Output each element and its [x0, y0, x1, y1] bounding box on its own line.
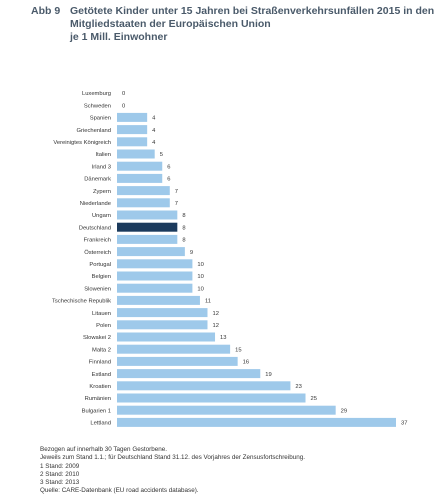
bar: [117, 137, 148, 147]
figure-label: Abb 9: [31, 5, 61, 17]
bar: [117, 369, 261, 379]
category-label: Polen: [96, 323, 111, 329]
value-label: 6: [167, 177, 170, 183]
category-label: Österreich: [84, 249, 111, 256]
category-label: Deutschland: [79, 225, 111, 231]
bar: [117, 198, 170, 208]
bar: [117, 332, 216, 342]
category-label: Estland: [92, 372, 111, 378]
category-label: Slowenien: [84, 286, 111, 292]
value-label: 16: [243, 360, 249, 366]
value-label: 5: [160, 152, 163, 158]
category-label: Italien: [96, 152, 111, 158]
bar: [117, 112, 148, 122]
figure-heading: Abb 9 Getötete Kinder unter 15 Jahren be…: [0, 0, 438, 60]
note-line: Jeweils zum Stand 1.1.; für Deutschland …: [40, 454, 305, 462]
bar: [117, 393, 306, 403]
value-label: 0: [122, 91, 125, 97]
chart-notes: Bezogen auf innerhalb 30 Tagen Gestorben…: [40, 446, 430, 496]
note-line: 1 Stand: 2009: [40, 462, 80, 470]
category-label: Portugal: [89, 262, 111, 268]
category-label: Griechenland: [77, 128, 111, 134]
bar-highlight: [117, 222, 178, 232]
value-label: 13: [220, 335, 226, 341]
category-label: Lettland: [90, 421, 111, 427]
value-label: 23: [295, 384, 301, 390]
note-source: Quelle: CARE-Datenbank (EU road accident…: [40, 487, 199, 495]
category-label: Bulgarien 1: [82, 408, 111, 414]
chart-title-line-3: je 1 Mill. Einwohner: [70, 31, 168, 43]
category-label: Finnland: [89, 360, 111, 366]
value-label: 7: [175, 189, 178, 195]
category-label: Belgien: [92, 274, 111, 280]
value-label: 6: [167, 164, 170, 170]
chart-title-line-2: Mitgliedstaaten der Europäischen Union: [70, 18, 271, 30]
category-label: Dänemark: [84, 177, 111, 183]
bar: [117, 283, 193, 293]
category-label: Litauen: [92, 311, 111, 317]
value-label: 12: [212, 311, 218, 317]
bar: [117, 173, 163, 183]
bar: [117, 125, 148, 135]
value-label: 29: [341, 408, 347, 414]
bar: [117, 186, 170, 196]
category-label: Frankreich: [84, 238, 111, 244]
category-label: Kroatien: [89, 384, 111, 390]
value-label: 4: [152, 128, 156, 134]
value-label: 8: [182, 238, 185, 244]
bar-chart: Luxemburg 0 Schweden 0 Spanien 4 Griechenland 4…: [52, 91, 407, 427]
bar: [117, 308, 208, 318]
bar: [117, 344, 231, 354]
value-label: 10: [197, 274, 203, 280]
bar: [117, 417, 396, 427]
value-label: 10: [197, 262, 203, 268]
value-label: 4: [152, 140, 156, 146]
bar: [117, 381, 291, 391]
category-label: Tschechische Republik: [52, 299, 111, 305]
bar: [117, 320, 208, 330]
bar: [117, 234, 178, 244]
chart-title-line-1: Getötete Kinder unter 15 Jahren bei Stra…: [70, 5, 435, 17]
category-label: Malta 2: [92, 347, 111, 353]
value-label: 8: [182, 225, 185, 231]
bar: [117, 149, 155, 159]
category-label: Niederlande: [80, 201, 111, 207]
bar: [117, 295, 200, 305]
bar: [117, 210, 178, 220]
category-label: Luxemburg: [82, 91, 111, 97]
category-label: Irland 3: [92, 164, 111, 170]
bar: [117, 405, 336, 415]
category-label: Zypern: [93, 189, 111, 195]
category-label: Schweden: [84, 103, 111, 109]
bar: [117, 247, 185, 257]
note-line: 2 Stand: 2010: [40, 470, 80, 478]
value-label: 19: [265, 372, 271, 378]
category-label: Slowakei 2: [83, 335, 111, 341]
bar: [117, 356, 238, 366]
category-label: Vereinigtes Königreich: [53, 140, 111, 146]
value-label: 8: [182, 213, 185, 219]
note-line: 3 Stand: 2013: [40, 479, 80, 487]
value-label: 10: [197, 286, 203, 292]
bar: [117, 161, 163, 171]
value-label: 0: [122, 103, 125, 109]
category-label: Rumänien: [85, 396, 111, 402]
value-label: 11: [205, 299, 211, 305]
value-label: 4: [152, 116, 156, 122]
value-label: 25: [311, 396, 317, 402]
value-label: 37: [401, 421, 407, 427]
value-label: 9: [190, 250, 193, 256]
note-line: Bezogen auf innerhalb 30 Tagen Gestorben…: [40, 446, 167, 453]
bar: [117, 271, 193, 281]
value-label: 15: [235, 347, 241, 353]
category-label: Ungarn: [92, 213, 111, 219]
value-label: 12: [212, 323, 218, 329]
category-label: Spanien: [90, 116, 111, 122]
bar: [117, 259, 193, 269]
value-label: 7: [175, 201, 178, 207]
